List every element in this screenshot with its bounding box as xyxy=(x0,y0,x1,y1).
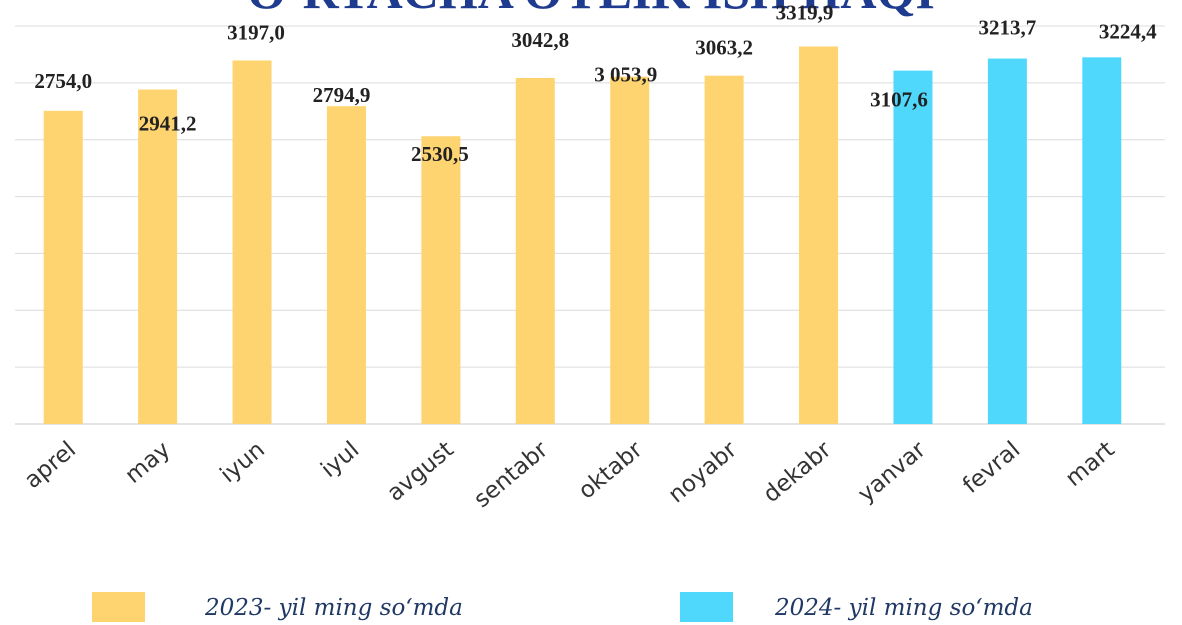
bar xyxy=(893,70,933,424)
bar xyxy=(326,106,366,425)
value-label: 3319,9 xyxy=(776,0,834,24)
x-tick-label: aprel xyxy=(20,437,81,494)
value-label: 3 053,9 xyxy=(594,63,657,87)
x-tick-label: sentabr xyxy=(469,436,553,513)
value-label: 3063,2 xyxy=(695,36,753,60)
x-tick-label: oktabr xyxy=(574,436,648,504)
x-tick-label: iyun xyxy=(216,437,270,489)
value-label: 3197,0 xyxy=(227,20,285,44)
bar xyxy=(610,76,650,425)
value-label: 3107,6 xyxy=(870,88,928,112)
x-tick-label: noyabr xyxy=(664,436,743,508)
bar xyxy=(232,60,272,424)
bar xyxy=(987,58,1027,425)
legend-swatch xyxy=(92,592,145,622)
legend-label: 2024- yil ming so‘mda xyxy=(774,595,1033,621)
x-tick-label: avgust xyxy=(382,437,458,507)
x-tick-label: mart xyxy=(1061,437,1120,492)
bar xyxy=(1082,57,1122,424)
bar xyxy=(515,77,555,424)
value-label: 3213,7 xyxy=(979,16,1037,40)
legend-label: 2023- yil ming so‘mda xyxy=(204,595,463,621)
value-label: 3224,4 xyxy=(1099,19,1157,43)
x-tick-label: may xyxy=(120,437,175,489)
x-tick-label: iyul xyxy=(316,437,364,483)
bar xyxy=(421,136,461,424)
legend-swatch xyxy=(680,592,733,622)
value-label: 2794,9 xyxy=(313,83,371,107)
value-label: 3042,8 xyxy=(511,28,569,52)
value-label: 2754,0 xyxy=(34,69,92,93)
x-tick-label: dekabr xyxy=(759,436,837,508)
bar xyxy=(43,110,83,424)
value-label: 2530,5 xyxy=(411,142,469,166)
chart-title: O‘RTACHA OYLIK ISH HAQI xyxy=(247,0,935,19)
x-tick-label: fevral xyxy=(958,437,1025,499)
bar xyxy=(138,89,178,424)
x-tick-label: yanvar xyxy=(853,436,931,507)
bar xyxy=(799,46,839,424)
value-label: 2941,2 xyxy=(139,112,197,136)
bar xyxy=(704,75,744,424)
